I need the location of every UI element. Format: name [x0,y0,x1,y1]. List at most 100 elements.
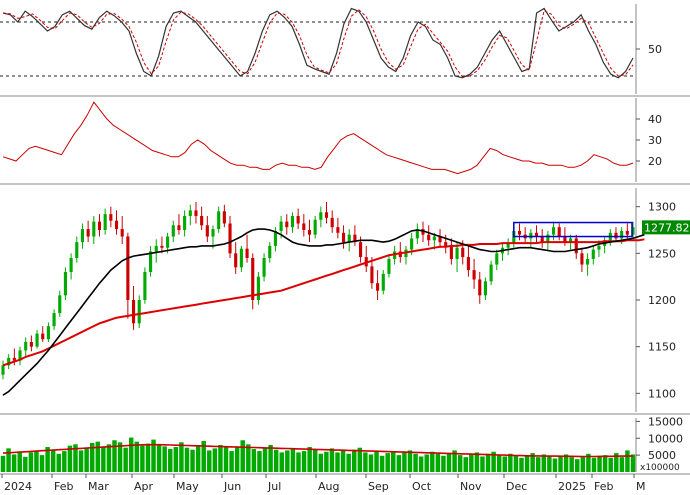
volume-bar [89,442,95,472]
candle-body [551,227,556,235]
candle-body [177,225,181,230]
volume-bar [307,447,312,472]
volume-bar [352,449,357,472]
price-tick-label: 1150 [648,341,676,354]
date-tick-label: Aug [318,480,339,493]
price-tick-label: 1200 [648,294,676,307]
volume-bar [357,447,363,472]
candle-body [188,210,192,216]
volume-bar [45,447,50,472]
candle-body [137,300,141,324]
candle-body [24,342,28,351]
volume-bar [290,448,296,472]
volume-bar [207,450,212,472]
volume-bar [513,455,519,472]
volume-bar [547,455,552,472]
moving-average-red [2,238,645,367]
volume-bar [329,448,335,472]
volume-bar [324,451,329,472]
volume-bar [195,445,201,472]
volume-bar [535,457,541,472]
candle-body [160,245,164,248]
volume-bar [312,449,318,472]
volume-bar [619,457,625,472]
volume-bar [402,452,407,472]
candle-body [359,242,363,258]
volume-bar [418,456,424,472]
volume-bar [541,454,547,472]
candle-body [307,230,312,235]
candle-body [461,247,465,258]
candle-body [438,236,442,243]
volume-bar [84,448,89,472]
volume-bar [156,444,162,472]
candle-body [489,264,493,282]
volume-bar [446,453,452,472]
volume-bar [11,454,17,472]
volume-bar [101,446,106,472]
candle-body [319,212,323,220]
candle-body [387,258,391,274]
volume-unit-label: x100000 [640,463,680,473]
volume-bar [257,451,262,472]
price-tick-label: 1300 [648,201,676,214]
candle-body [166,236,170,248]
candle-body [69,258,73,272]
candle-body [415,229,419,239]
volume-bar [335,452,340,472]
candle-body [330,217,334,228]
candle-body [529,232,533,239]
volume-bar [318,453,324,472]
price-tick-label: 1100 [648,387,676,400]
candle-body [200,216,204,226]
volume-bar [474,452,480,472]
volume-bar [558,456,563,472]
volume-bar [162,446,167,472]
date-tick-label: Feb [54,480,73,493]
volume-bar [129,437,134,472]
stochastic-background [0,4,636,94]
date-tick-label: Feb [594,480,613,493]
volume-bar [630,454,636,472]
volume-bar [34,451,39,472]
volume-bar [391,451,396,472]
stochastic-d-line [2,9,634,78]
volume-bar [580,456,586,472]
candle-body [614,232,618,239]
volume-bar [524,455,530,472]
candle-body [472,270,476,280]
volume-bar [268,445,273,472]
date-axis: 2024 Feb Mar Apr May Jun Jul Aug Sep Oct Nov Dec 202… [0,473,646,493]
candle-body [370,266,374,284]
volume-bar [23,456,28,472]
volume-bar [625,450,630,472]
candle-body [103,214,107,230]
candle-body [171,225,175,237]
candle-body [63,272,67,296]
volume-tick-label: 5000 [648,449,676,462]
candle-body [273,230,277,246]
volume-bar [173,447,179,472]
adx-line [2,101,634,175]
volume-tick-label: 15000 [648,415,683,428]
volume-bar [0,455,6,472]
candle-body [421,229,425,235]
volume-bar [28,452,34,472]
volume-bar [301,451,307,472]
volume-background [0,418,636,472]
volume-bar [452,450,457,472]
adx-tick-label: 30 [648,134,662,147]
candle-body [427,234,431,241]
volume-bar [469,454,474,472]
candle-body [574,238,578,254]
candle-body [444,242,448,246]
candle-body [466,257,470,271]
candle-body [376,283,380,291]
last-price-value: 1277.820 [644,221,690,234]
candle-body [18,350,22,361]
candle-body [580,253,584,265]
volume-bar [457,455,463,472]
volume-bar [496,454,502,472]
candle-body [149,251,153,272]
